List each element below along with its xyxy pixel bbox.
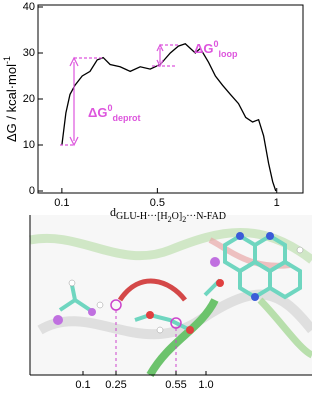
y-label-text: ΔG / kcal·mol <box>4 64 19 142</box>
inset-tick-label: 0.25 <box>105 379 126 391</box>
annotation-sub: deprot <box>112 113 140 123</box>
inset-axis: 0.1 0.25 0.55 1.0 <box>75 371 214 391</box>
annotation-main: ΔG <box>88 105 107 120</box>
arrow-head <box>156 43 164 68</box>
molecular-scene <box>29 215 316 378</box>
x-label-part: 2 <box>182 215 186 224</box>
inset-tick-label: 0.1 <box>75 379 90 391</box>
x-tick-label: 0.1 <box>54 197 69 209</box>
x-label-part: GLU-H···[H <box>116 211 168 222</box>
y-tick-label: 20 <box>23 93 35 105</box>
arrow-head <box>69 56 79 147</box>
inset-tick-label: 1.0 <box>198 379 213 391</box>
x-label-part: O] <box>172 211 183 222</box>
y-tick-label: 40 <box>23 1 35 13</box>
annotation: ΔG0loop <box>194 39 238 59</box>
x-label-part: d <box>110 205 116 219</box>
annotation-sup: 0 <box>213 39 218 49</box>
y-tick-label: 30 <box>23 47 35 59</box>
y-axis-label: ΔG / kcal·mol-1 <box>2 56 19 142</box>
x-tick-label: 1 <box>274 197 280 209</box>
y-tick-label: 0 <box>29 185 35 197</box>
annotation-main: ΔG <box>194 41 213 56</box>
x-label-part: 2 <box>168 215 172 224</box>
x-axis-label: dGLU-H···[H2O]2···N-FAD <box>110 205 226 224</box>
plot-frame <box>37 4 304 194</box>
annotation-arrows <box>60 43 178 147</box>
annotation-sub: loop <box>218 49 237 59</box>
annotation-sup: 0 <box>107 103 112 113</box>
inset-tick-label: 0.55 <box>165 379 186 391</box>
x-tick-label: 0.5 <box>150 197 165 209</box>
line-series <box>61 43 277 192</box>
annotation: ΔG0deprot <box>88 103 140 123</box>
y-tick-label: 10 <box>23 139 35 151</box>
x-label-part: ···N-FAD <box>186 211 226 222</box>
y-label-sup: -1 <box>2 56 12 64</box>
